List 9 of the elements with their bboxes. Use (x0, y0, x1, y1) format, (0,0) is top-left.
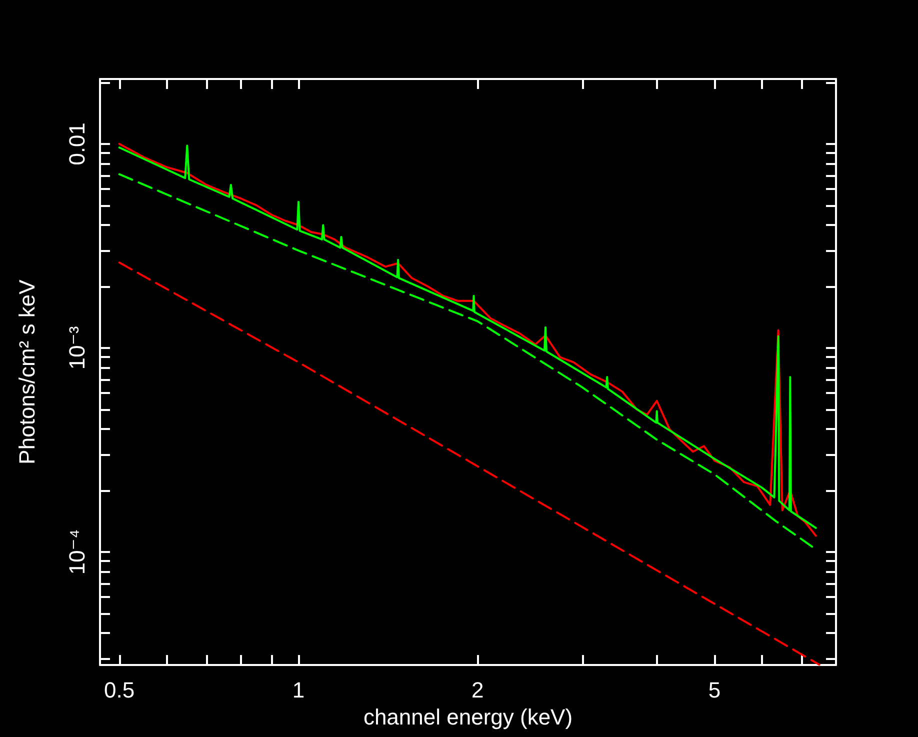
x-tick-label: 0.5 (104, 678, 135, 702)
x-axis-title: channel energy (keV) (363, 704, 573, 730)
x-tick-label: 2 (472, 678, 484, 702)
y-tick-label: 0.01 (64, 122, 90, 166)
x-tick-label: 5 (708, 678, 721, 702)
y-tick-label: 10⁻⁴ (64, 529, 90, 575)
x-tick-label: 1 (292, 678, 305, 702)
y-tick-label: 10⁻³ (64, 326, 90, 370)
y-axis-title: Photons/cm² s keV (14, 279, 40, 464)
